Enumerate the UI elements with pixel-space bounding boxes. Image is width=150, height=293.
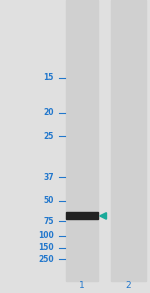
Text: 1: 1 [79,281,85,290]
Text: 37: 37 [43,173,54,182]
Text: 2: 2 [125,281,131,290]
Bar [111,0,146,281]
Text: 75: 75 [44,217,54,226]
Bar [66,212,98,219]
Text: 250: 250 [38,255,54,264]
Text: 20: 20 [44,108,54,117]
Text: 50: 50 [44,196,54,205]
Text: 15: 15 [44,73,54,82]
Bar [66,0,98,281]
Text: 100: 100 [38,231,54,240]
Text: 150: 150 [38,243,54,252]
Text: 25: 25 [44,132,54,141]
